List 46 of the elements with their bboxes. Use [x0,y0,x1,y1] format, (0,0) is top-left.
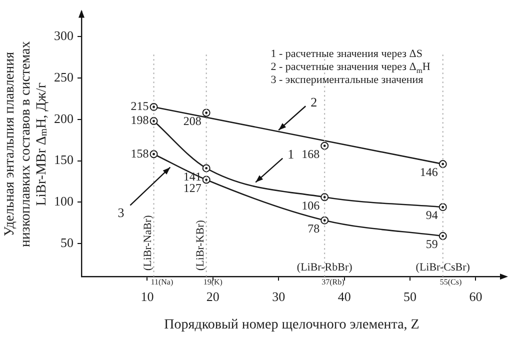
y-tick-label: 150 [54,152,74,168]
ref-line-label: (LiBr-CsBr) [416,262,470,274]
x-tick-label: 50 [404,288,417,304]
data-label: 141 [183,169,202,184]
point [320,142,329,150]
ref-line-label: (LiBr-KBr) [194,220,206,271]
data-label: 158 [130,146,149,160]
annotation: 1 [288,146,294,162]
annotation: 2 [310,94,318,110]
data-label: 198 [130,113,149,128]
point [438,160,447,168]
x-tick-label: 40 [338,288,351,304]
point [438,232,447,240]
y-tick-label: 300 [54,28,74,44]
annotation: 19(K) [203,278,223,287]
data-label: 94 [426,208,438,222]
y-tick-label: 250 [54,69,74,84]
data-label: 146 [420,165,438,180]
point [202,164,210,172]
annotation: 11(Na) [150,278,174,287]
point [320,216,329,224]
x-axis-title: Порядковый номер щелочного элемента, Z [164,317,420,332]
annotation: 1 - расчетные значения через ΔS [270,48,422,60]
data-label: 215 [130,99,149,114]
point [150,150,158,158]
data-label: 208 [183,114,202,128]
data-label: 127 [183,180,202,195]
ref-line-label: (LiBr-NaBr) [142,214,154,271]
data-label: 59 [426,237,438,252]
y-tick-label: 200 [54,110,74,126]
x-tick-label: 20 [206,288,220,304]
point [438,203,447,212]
annotation: 37(Rb) [322,278,345,287]
annotation: 3 - экспериментальные значения [270,74,424,86]
annotation: 55(Cs) [440,278,462,287]
y-tick-label: 50 [60,234,74,250]
point [150,102,158,111]
x-tick-label: 30 [272,288,286,304]
data-label: 168 [302,147,320,162]
x-tick-label: 10 [140,288,154,304]
data-label: 78 [308,221,320,236]
annotation: 3 [118,204,124,220]
x-tick-label: 60 [469,288,482,304]
y-tick-label: 100 [54,194,74,209]
data-label: 106 [302,198,320,212]
ref-line-label: (LiBr-RbBr) [296,262,353,274]
